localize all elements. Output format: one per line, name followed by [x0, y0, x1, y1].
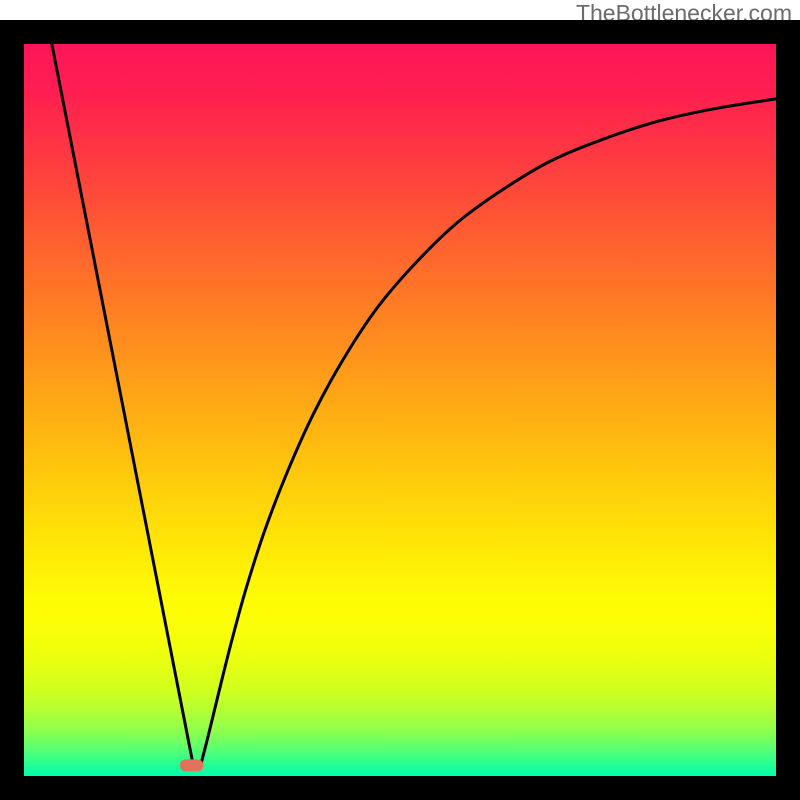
- bottleneck-marker: [180, 760, 203, 771]
- chart-background-gradient: [24, 44, 776, 776]
- chart-plot-area: [24, 44, 776, 776]
- bottleneck-line-chart: [24, 44, 776, 776]
- chart-frame: [0, 20, 800, 800]
